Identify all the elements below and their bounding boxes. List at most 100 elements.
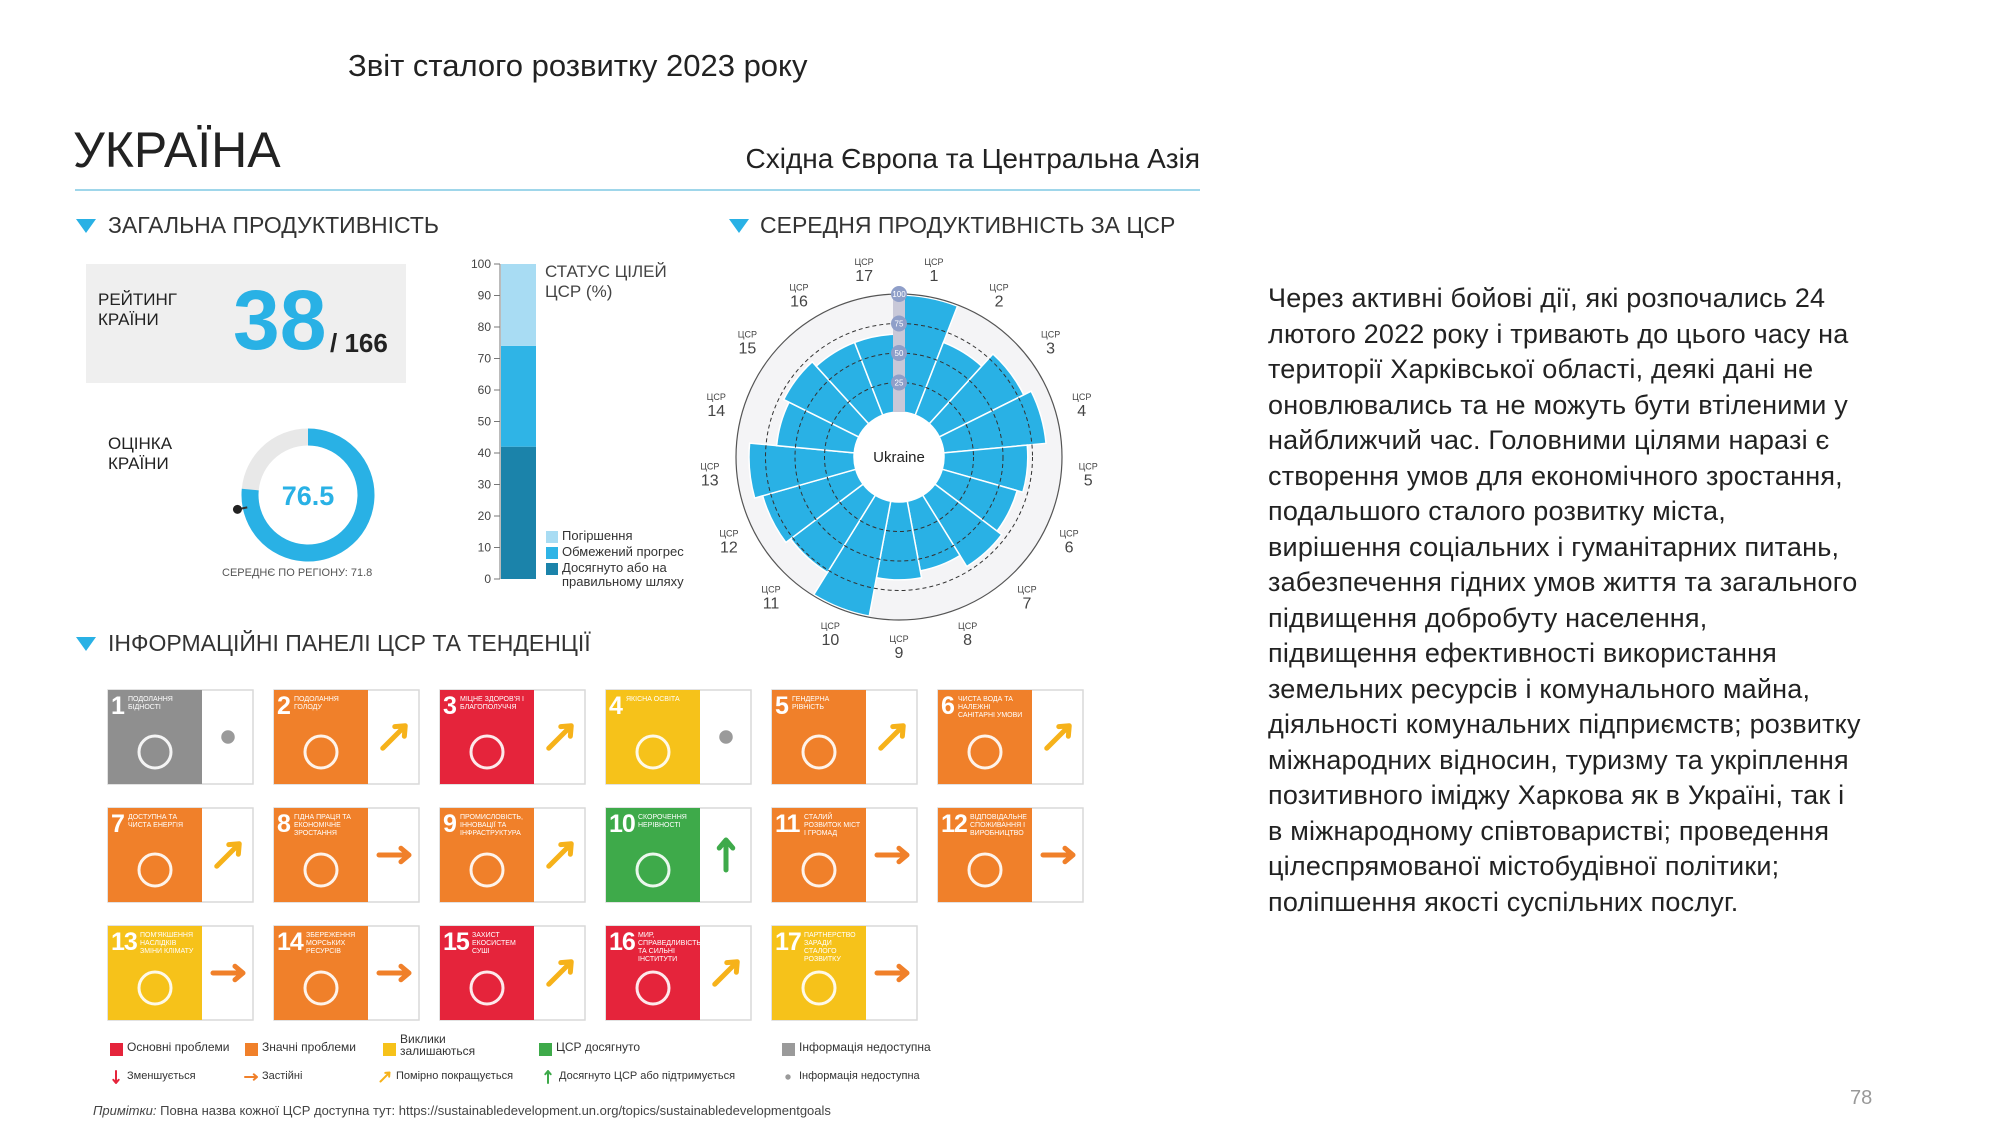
goal-number: 16: [790, 293, 808, 310]
goal-number: 8: [963, 632, 972, 649]
heading-marker: [76, 637, 96, 651]
trend-arrow: [244, 1073, 258, 1081]
region-title: Східна Європа та Центральна Азія: [745, 143, 1200, 174]
paragraph-line: подальшого сталого розвитку міста,: [1268, 496, 1726, 526]
y-tick-label: 60: [478, 383, 492, 397]
country-title: УКРАЇНА: [73, 122, 281, 178]
tile-icon: [137, 852, 173, 888]
goal-number: 12: [720, 540, 738, 557]
rank-box: [86, 264, 406, 383]
tile-name: МІЦНЕ ЗДОРОВ'Я І БЛАГОПОЛУЧЧЯ: [460, 696, 524, 711]
tile-icon: [303, 970, 339, 1006]
goal-prefix: ЦСР: [989, 282, 1008, 292]
paragraph-line: оновлювались та не можуть бути втіленими…: [1268, 389, 1848, 420]
goal-number: 13: [701, 473, 719, 490]
rank-total: / 166: [330, 328, 388, 358]
paragraph-line: позитивного іміджу Харкова як в Україні,…: [1268, 780, 1845, 810]
paragraph-line: вирішення соціальних і гуманітарних пита…: [1268, 531, 1840, 562]
paragraph-line: Через активні бойові дії, які розпочалис…: [1268, 283, 1826, 313]
y-tick-label: 30: [478, 478, 492, 492]
section-heading: ЗАГАЛЬНА ПРОДУКТИВНІСТЬ: [108, 212, 440, 238]
tile-name: ДОСТУПНА ТА ЧИСТА ЕНЕРГІЯ: [128, 814, 184, 829]
legend-label: Зменшується: [127, 1070, 196, 1082]
tile-icon: [137, 734, 173, 770]
legend-label: Застійні: [262, 1070, 303, 1082]
tick-badge: [891, 315, 907, 332]
legend-swatch: [110, 1043, 123, 1056]
tile-name: ВІДПОВІДАЛЬНЕ СПОЖИВАННЯ І ВИРОБНИЦТВО: [970, 814, 1027, 837]
goal-prefix: ЦСР: [1059, 529, 1078, 539]
report-title: Звіт сталого розвитку 2023 року: [348, 48, 808, 83]
legend-label: Виклики залишаються: [400, 1032, 476, 1058]
tile-number: 7: [111, 810, 125, 838]
goal-number: 1: [929, 268, 938, 285]
paragraph-line: поліпшення якості суспільних послуг.: [1268, 886, 1739, 917]
paragraph-line: лютого 2022 року і тривають до цього час…: [1268, 318, 1849, 349]
trend-arrow: [214, 841, 242, 869]
trend-arrow: [376, 845, 412, 865]
goal-number: 7: [1023, 595, 1032, 612]
r-tick-label: 100: [892, 290, 906, 299]
tile-number: 13: [111, 928, 138, 956]
goal-prefix: ЦСР: [855, 257, 874, 267]
r-tick-label: 25: [895, 379, 904, 388]
legend-label: Помірно покращується: [396, 1070, 514, 1082]
trend-arrow: [380, 723, 408, 751]
legend-label: Обмежений прогрес: [562, 544, 684, 559]
trend-arrow: [112, 1070, 120, 1084]
goal-prefix: ЦСР: [821, 621, 840, 631]
tick-badge: [891, 345, 907, 361]
tile-number: 4: [609, 692, 623, 720]
goal-number: 9: [895, 645, 904, 662]
tile-name: СКОРОЧЕННЯ НЕРІВНОСТІ: [638, 814, 687, 829]
tile-icon: [801, 734, 837, 770]
trend-dot: [221, 730, 235, 744]
goal-number: 2: [995, 293, 1004, 310]
goal-prefix: ЦСР: [1041, 329, 1060, 339]
goal-number: 15: [738, 340, 756, 357]
section-heading: СЕРЕДНЯ ПРОДУКТИВНІСТЬ ЗА ЦСР: [760, 212, 1176, 238]
goal-number: 11: [763, 595, 780, 612]
tile-icon: [137, 970, 173, 1006]
rank-label: РЕЙТИНГ КРАЇНИ: [98, 290, 177, 329]
tile-icon: [967, 734, 1003, 770]
goal-number: 17: [855, 268, 873, 285]
legend-label: Погіршення: [562, 528, 633, 543]
tile-icon: [303, 852, 339, 888]
goal-number: 10: [821, 632, 839, 649]
legend-swatch: [383, 1043, 396, 1056]
paragraph-line: земельних ресурсів і комунального майна,: [1268, 673, 1811, 704]
tile-name: ЯКІСНА ОСВІТА: [626, 696, 680, 703]
tile-icon: [635, 970, 671, 1006]
legend-swatch: [539, 1043, 552, 1056]
goal-prefix: ЦСР: [761, 584, 780, 594]
y-tick-label: 80: [478, 320, 492, 334]
center-label: Ukraine: [873, 449, 925, 466]
legend-label: Інформація недоступна: [799, 1070, 920, 1082]
legend-label: Досягнуто ЦСР або підтримується: [559, 1070, 736, 1082]
y-tick-label: 10: [478, 541, 492, 555]
score-label: ОЦІНКА КРАЇНИ: [108, 434, 173, 473]
tile-name: ЗАХИСТ ЕКОСИСТЕМ СУШІ: [472, 932, 516, 955]
paragraph-line: підвищення ефективності використання: [1268, 638, 1777, 668]
tile-number: 9: [443, 810, 457, 838]
tile-name: ПОДОЛАННЯ ГОЛОДУ: [294, 696, 339, 711]
trend-arrow: [1044, 723, 1072, 751]
legend-swatch: [546, 563, 558, 575]
goal-prefix: ЦСР: [924, 257, 943, 267]
note-label: Примітки:: [93, 1103, 157, 1118]
goal-prefix: ЦСР: [1079, 462, 1098, 472]
y-tick-label: 20: [478, 509, 492, 523]
tile-name: ЗБЕРЕЖЕННЯ МОРСЬКИХ РЕСУРСІВ: [306, 932, 356, 955]
goal-number: 14: [707, 403, 725, 420]
tile-number: 17: [775, 928, 802, 956]
y-tick-label: 40: [478, 446, 492, 460]
r-tick-label: 50: [895, 349, 904, 358]
paragraph-line: забезпечення гідних умов життя та загаль…: [1268, 567, 1858, 597]
tile-number: 10: [609, 810, 636, 838]
trend-arrow: [376, 963, 412, 983]
tile-number: 5: [775, 692, 789, 720]
goal-prefix: ЦСР: [700, 462, 719, 472]
